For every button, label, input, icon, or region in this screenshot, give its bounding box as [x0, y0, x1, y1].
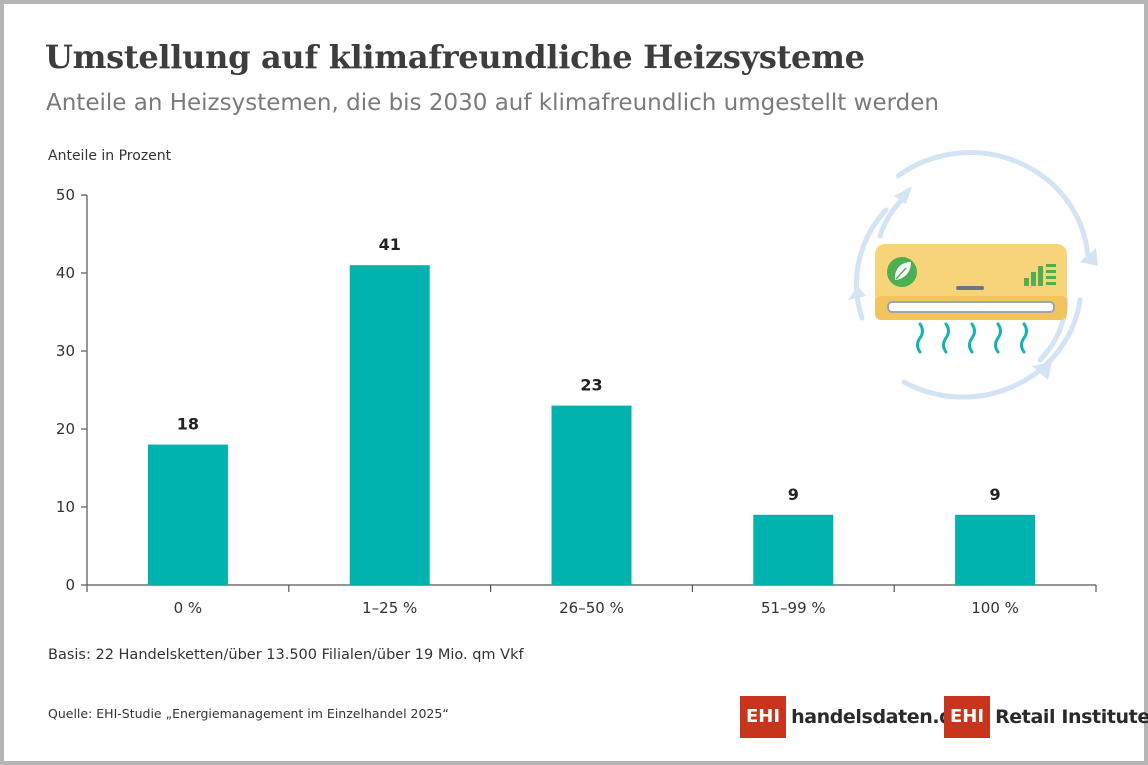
x-tick-label: 0 %	[174, 599, 203, 617]
bar	[551, 405, 632, 585]
y-tick-label: 40	[56, 264, 75, 282]
chart-basis-note: Basis: 22 Handelsketten/über 13.500 Fili…	[48, 647, 524, 663]
x-tick-label: 1–25 %	[362, 599, 417, 617]
chart-axes: 0 10 20 30 40 50 0 % 1–25 % 26–50 % 51–99 % 100 %	[56, 186, 1097, 617]
chart-title: Umstellung auf klimafreundliche Heizsyst…	[45, 38, 865, 76]
data-label: 41	[379, 235, 401, 254]
handelsdaten-logo-text: handelsdaten.de	[791, 706, 965, 728]
y-tick-label: 10	[56, 498, 75, 516]
y-axis-label: Anteile in Prozent	[48, 148, 172, 164]
y-tick-label: 30	[56, 342, 75, 360]
air-conditioner-icon	[848, 150, 1098, 400]
ehi-retail-institute-logo: EHI Retail Institute®	[944, 696, 1148, 738]
bar	[955, 514, 1036, 585]
retail-logo-text: Retail Institute®	[995, 706, 1148, 728]
retail-logo-box: EHI	[944, 696, 991, 738]
handelsdaten-logo-box: EHI	[740, 696, 787, 738]
x-tick-label: 100 %	[971, 599, 1019, 617]
bar	[753, 514, 834, 585]
retail-logo-name: Retail Institute	[995, 706, 1148, 728]
data-label: 9	[990, 485, 1001, 504]
y-tick-label: 0	[65, 576, 75, 594]
data-label: 23	[580, 376, 602, 395]
bar	[147, 444, 228, 585]
chart-source-note: Quelle: EHI-Studie „Energiemanagement im…	[48, 706, 449, 721]
y-tick-label: 20	[56, 420, 75, 438]
y-tick-label: 50	[56, 186, 75, 204]
x-tick-label: 51–99 %	[761, 599, 826, 617]
chart-bars: 18 41 23 9 9	[147, 235, 1036, 585]
data-label: 18	[177, 415, 199, 434]
handelsdaten-logo: EHI handelsdaten.de	[740, 696, 965, 738]
bar	[349, 265, 430, 585]
chart-subtitle: Anteile an Heizsystemen, die bis 2030 au…	[46, 90, 939, 116]
data-label: 9	[788, 485, 799, 504]
x-tick-label: 26–50 %	[559, 599, 624, 617]
